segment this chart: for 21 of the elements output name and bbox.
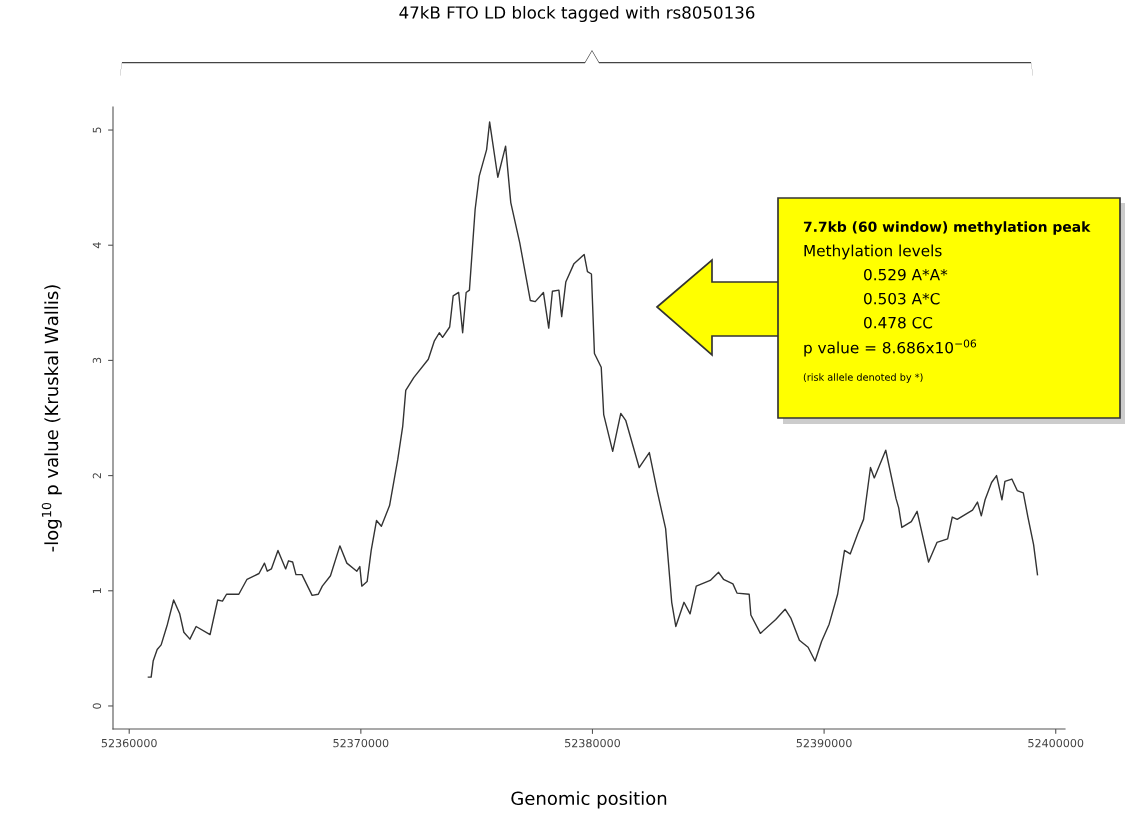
annotation: 0.529 A*A*	[864, 268, 948, 281]
annotation: 0.503 A*C	[864, 292, 940, 305]
y-tick-label: 0	[92, 703, 102, 709]
annotation: 0.478 CC	[864, 316, 933, 329]
x-axis-title: Genomic position	[511, 791, 667, 809]
y-tick-label: 1	[92, 588, 101, 594]
x-tick-label: 52390000	[796, 738, 852, 748]
x-tick-label: 52360000	[101, 738, 157, 748]
annotation: Methylation levels	[804, 244, 942, 260]
x-tick-label: 52400000	[1028, 738, 1084, 748]
y-tick-label: 5	[92, 127, 102, 133]
chart-title: 47kB FTO LD block tagged with rs8050136	[399, 5, 755, 23]
y-tick-label: 3	[92, 357, 102, 364]
annotation: (risk allele denoted by *)	[803, 373, 923, 383]
annotation: 7.7kb (60 window) methylation peak	[803, 221, 1091, 235]
y-tick-label: 2	[92, 473, 101, 479]
y-tick-label: 4	[92, 242, 101, 249]
annotation: p value = 8.686x10$^{−06}$	[804, 339, 977, 357]
y-axis-title: -log$^{10}$ p value (Kruskal Wallis)	[41, 285, 62, 552]
x-tick-label: 52370000	[333, 738, 389, 748]
x-tick-label: 52380000	[565, 738, 621, 748]
